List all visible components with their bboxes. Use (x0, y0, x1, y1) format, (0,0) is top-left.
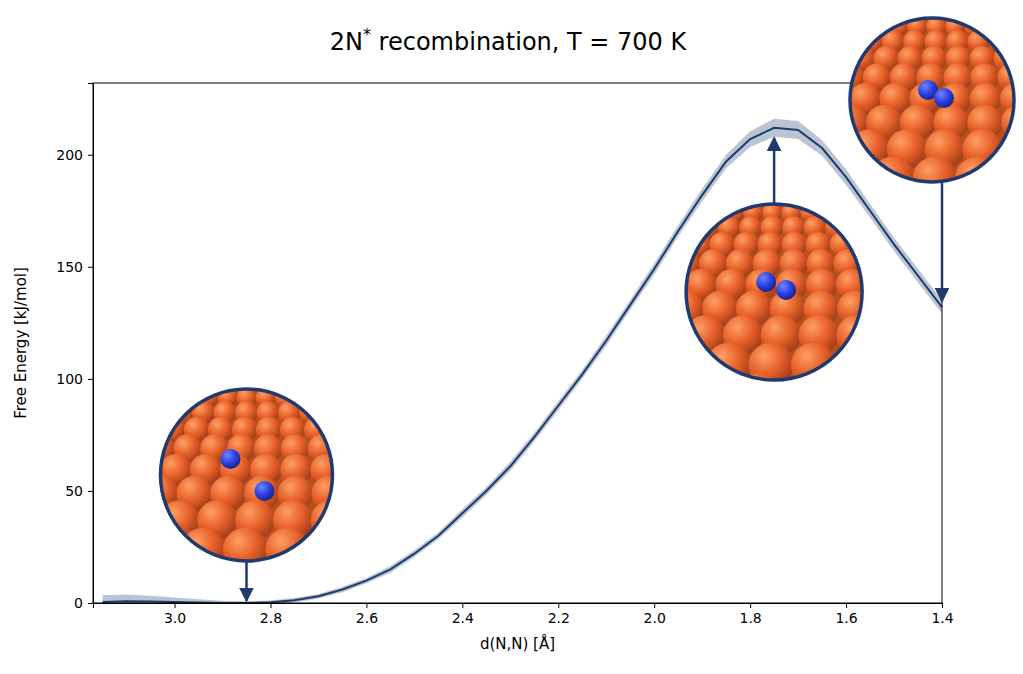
x-tick-label: 2.2 (548, 610, 570, 626)
inset-border (850, 18, 1014, 182)
pointer-arrow (245, 561, 248, 601)
y-tick-label: 0 (74, 595, 83, 611)
x-tick: 3.0 (164, 603, 186, 626)
x-tick: 1.8 (740, 603, 762, 626)
structure-inset (621, 190, 924, 423)
x-tick-mark (270, 603, 271, 608)
inset-border (686, 204, 862, 380)
structure-inset (785, 4, 1023, 201)
x-tick-mark (462, 603, 463, 608)
y-tick-mark (88, 379, 93, 380)
plot-area (103, 119, 942, 603)
x-tick-label: 1.6 (835, 610, 857, 626)
x-tick-label: 1.4 (931, 610, 953, 626)
x-tick-label: 2.4 (452, 610, 474, 626)
x-axis-title: d(N,N) [Å] (480, 634, 555, 653)
x-tick-mark (558, 603, 559, 608)
x-tick-mark (846, 603, 847, 608)
x-tick: 2.0 (644, 603, 666, 626)
x-tick-label: 2.8 (260, 610, 282, 626)
y-tick-label: 50 (65, 483, 83, 499)
chart: 3.0 2.8 2.6 2.4 2.2 2.0 1.8 1.6 1.4 0 50 100 150 200 d… (0, 0, 1023, 674)
x-tick-mark (750, 603, 751, 608)
x-tick: 2.2 (548, 603, 570, 626)
plot-frame (93, 83, 942, 603)
x-tick: 1.4 (931, 603, 953, 626)
y-tick: 100 (56, 371, 93, 387)
free-energy-line (103, 128, 942, 603)
y-tick-label: 150 (56, 259, 83, 275)
x-tick-label: 1.8 (740, 610, 762, 626)
x-tick-mark (366, 603, 367, 608)
x-tick-mark (942, 603, 943, 608)
x-tick: 2.6 (356, 603, 378, 626)
y-tick-label: 200 (56, 147, 83, 163)
y-tick-mark (88, 267, 93, 268)
pointer-arrow (941, 181, 944, 301)
y-axis-line (88, 84, 94, 604)
x-tick-label: 3.0 (164, 610, 186, 626)
y-tick-mark (88, 491, 93, 492)
y-tick: 50 (65, 483, 93, 499)
y-axis: 0 50 100 150 200 (56, 84, 93, 611)
x-axis-line (94, 604, 943, 609)
x-tick-mark (654, 603, 655, 608)
x-tick: 2.4 (452, 603, 474, 626)
uncertainty-band (103, 119, 942, 603)
y-tick: 150 (56, 259, 93, 275)
y-tick-label: 100 (56, 371, 83, 387)
chart-title: 2N* recombination, T = 700 K (330, 25, 688, 56)
inset-border (160, 389, 332, 561)
x-tick: 1.6 (835, 603, 857, 626)
x-tick-label: 2.0 (644, 610, 666, 626)
pointer-arrow (773, 138, 776, 204)
y-tick: 0 (74, 595, 93, 611)
x-tick-mark (175, 603, 176, 608)
y-tick-mark (88, 155, 93, 156)
x-tick: 2.8 (260, 603, 282, 626)
y-tick-mark (88, 603, 93, 604)
y-tick: 200 (56, 147, 93, 163)
x-tick-label: 2.6 (356, 610, 378, 626)
y-axis-title: Free Energy [kJ/mol] (12, 267, 30, 419)
structure-inset (96, 375, 399, 608)
x-axis: 3.0 2.8 2.6 2.4 2.2 2.0 1.8 1.6 1.4 (94, 603, 954, 626)
